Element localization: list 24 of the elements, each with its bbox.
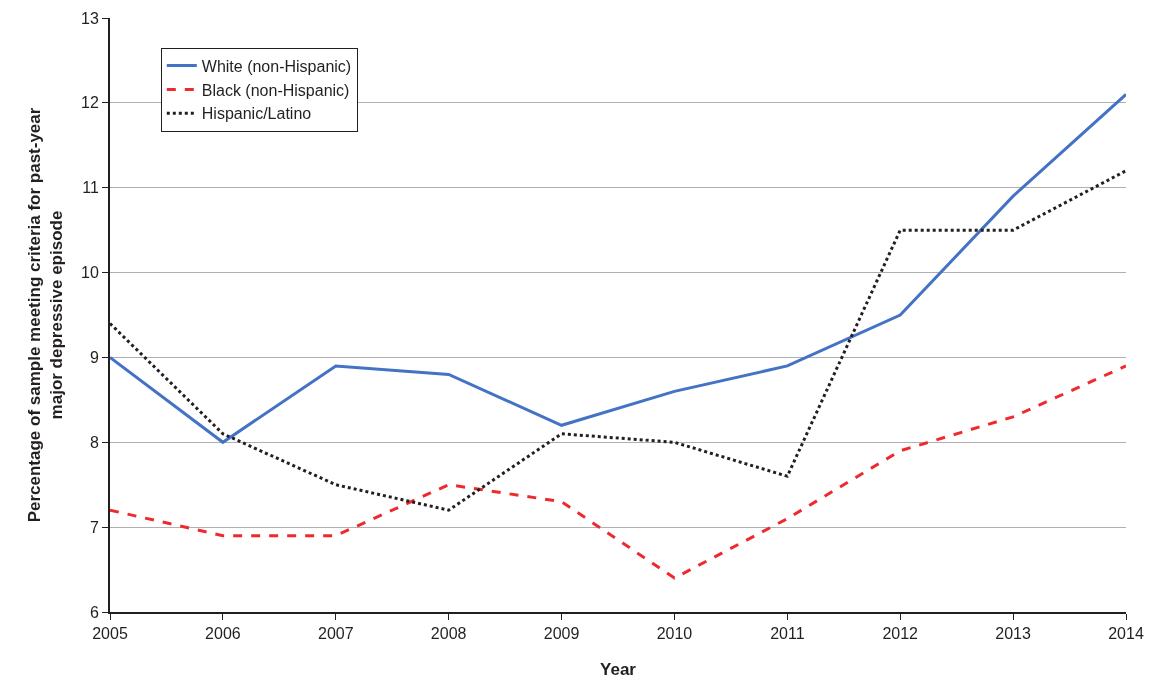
x-tick-label: 2008: [430, 625, 467, 643]
y-tick-label: 12: [81, 94, 99, 112]
legend-label: Black (non-Hispanic): [201, 81, 350, 99]
y-tick-label: 9: [89, 349, 99, 367]
x-tick-label: 2007: [317, 625, 354, 643]
y-tick-label: 10: [81, 264, 99, 282]
y-tick-label: 13: [81, 9, 99, 27]
x-tick-label: 2009: [543, 625, 580, 643]
x-axis-title: Year: [600, 660, 637, 680]
x-tick-label: 2011: [770, 625, 805, 643]
legend-label: White (non-Hispanic): [201, 57, 352, 75]
y-tick-label: 6: [89, 603, 99, 621]
x-tick-label: 2005: [92, 625, 128, 643]
x-tick-label: 2014: [1108, 625, 1144, 643]
x-tick-label: 2012: [882, 625, 919, 643]
line-series: [110, 364, 1126, 580]
x-tick-label: 2010: [656, 625, 693, 643]
y-axis-title: Percentage of sample meeting criteria for past-year major depressive episode: [24, 107, 67, 523]
x-tick-label: 2013: [995, 625, 1032, 643]
y-tick-label: 8: [89, 433, 99, 451]
legend-label: Hispanic/Latino: [201, 105, 312, 123]
y-tick-label: 7: [89, 518, 99, 536]
x-tick-label: 2006: [205, 625, 241, 643]
y-tick-label: 11: [82, 179, 99, 197]
